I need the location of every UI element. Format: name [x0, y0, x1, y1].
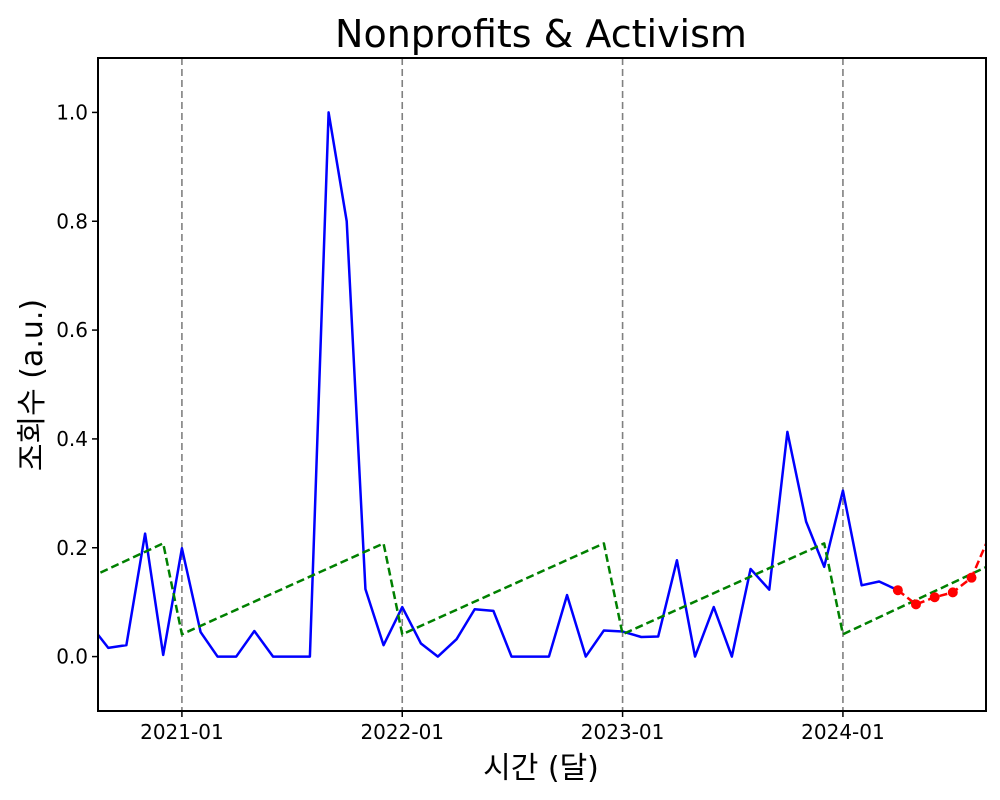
forecast-point	[966, 572, 977, 583]
series-layer	[98, 111, 986, 658]
y-tick-label: 0.0	[56, 645, 88, 669]
y-tick-label: 0.6	[56, 318, 88, 342]
trend-series-line	[98, 542, 986, 636]
forecast-point	[910, 599, 921, 610]
x-axis-label: 시간 (달)	[483, 751, 599, 786]
year-divider-lines	[181, 58, 844, 711]
chart-title: Nonprofits & Activism	[335, 12, 747, 56]
forecast-series-line	[897, 540, 986, 606]
y-tick-label: 0.4	[56, 427, 88, 451]
x-axis-ticks: 2021-01 2022-01 2023-01 2024-01	[140, 711, 885, 744]
y-tick-label: 0.8	[56, 209, 88, 233]
y-axis-label: 조회수 (a.u.)	[15, 299, 50, 471]
y-tick-label: 1.0	[56, 100, 88, 124]
y-axis-ticks: 0.0 0.2 0.4 0.6 0.8 1.0	[56, 100, 98, 669]
y-tick-label: 0.2	[56, 536, 88, 560]
forecast-point	[929, 592, 940, 603]
plot-frame	[97, 57, 987, 712]
x-tick-label: 2022-01	[360, 720, 444, 744]
forecast-point	[947, 587, 958, 598]
forecast-point	[892, 585, 903, 596]
observed-series-line	[98, 111, 899, 658]
x-tick-label: 2021-01	[140, 720, 224, 744]
x-tick-label: 2024-01	[801, 720, 885, 744]
x-tick-label: 2023-01	[581, 720, 665, 744]
